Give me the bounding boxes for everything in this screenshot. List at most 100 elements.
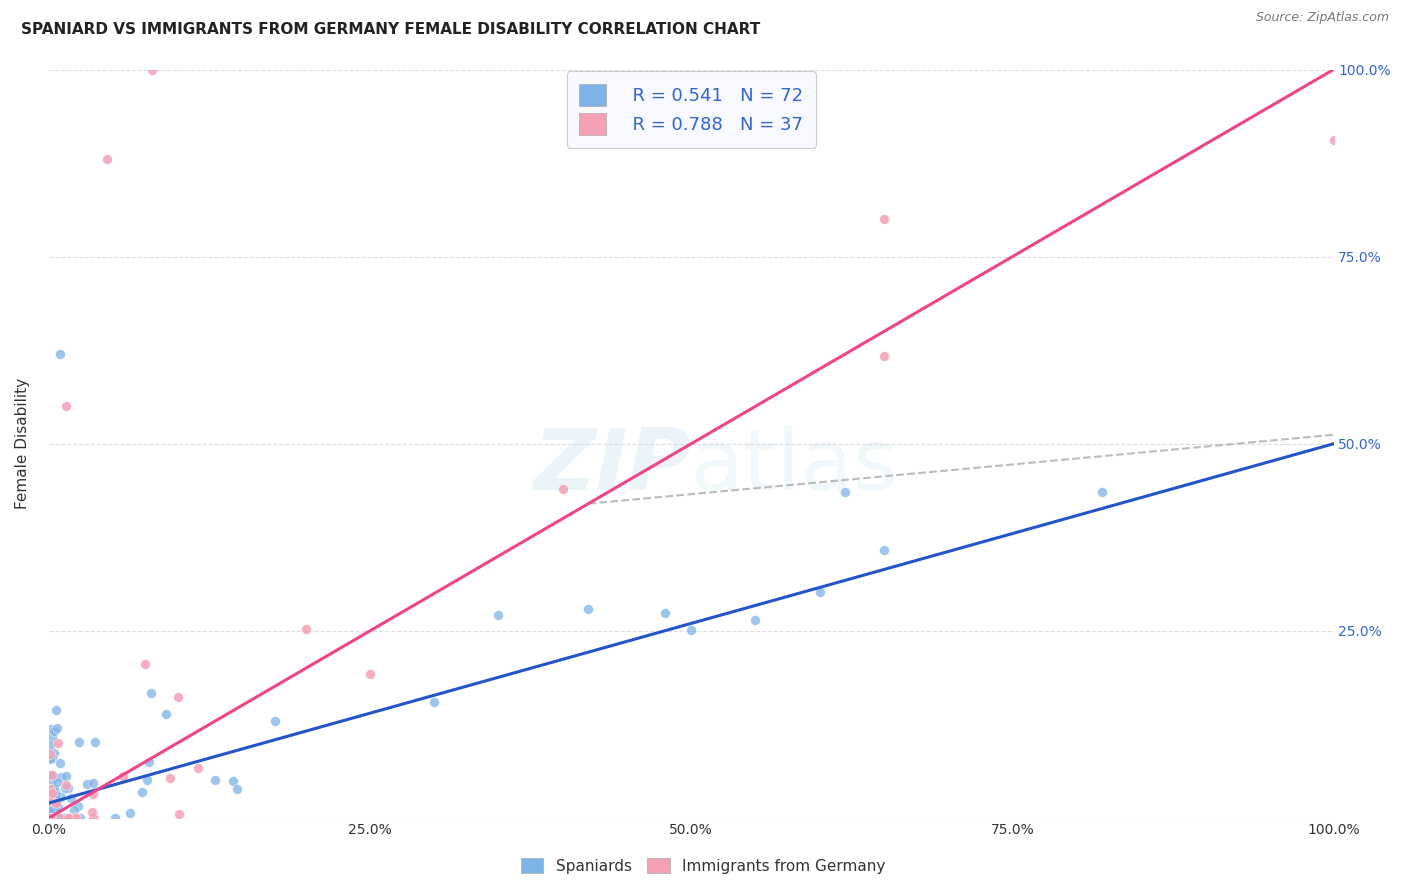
Point [69, 811, 91, 825]
Point [39, 747, 62, 761]
Point [41, 731, 63, 745]
Point [808, 585, 831, 599]
Point [166, 690, 188, 704]
Legend:   R = 0.541   N = 72,   R = 0.788   N = 37: R = 0.541 N = 72, R = 0.788 N = 37 [567, 71, 815, 148]
Point [45, 796, 67, 810]
Point [39, 785, 62, 799]
Point [49, 347, 72, 361]
Text: Source: ZipAtlas.com: Source: ZipAtlas.com [1256, 11, 1389, 24]
Point [141, 62, 163, 77]
Point [39, 811, 62, 825]
Point [55, 400, 77, 414]
Point [45, 786, 67, 800]
Point [39, 722, 62, 736]
Point [46, 800, 69, 814]
Point [46, 775, 69, 789]
Point [681, 623, 703, 637]
Point [58, 811, 80, 825]
Point [104, 811, 127, 825]
Point [83, 734, 105, 748]
Text: atlas: atlas [692, 425, 898, 508]
Point [41, 768, 63, 782]
Point [58, 781, 80, 796]
Point [41, 773, 63, 788]
Point [263, 714, 285, 729]
Point [52, 811, 75, 825]
Point [112, 769, 135, 783]
Point [45, 788, 67, 802]
Point [45, 792, 67, 806]
Point [359, 666, 381, 681]
Point [53, 811, 76, 825]
Point [135, 772, 157, 787]
Point [82, 787, 104, 801]
Point [134, 657, 156, 672]
Point [39, 811, 62, 825]
Point [486, 607, 509, 622]
Point [56, 811, 79, 825]
Point [41, 786, 63, 800]
Point [39, 811, 62, 825]
Point [44, 746, 66, 760]
Point [39, 808, 62, 822]
Point [67, 735, 90, 749]
Point [82, 805, 104, 819]
Point [654, 606, 676, 620]
Point [39, 811, 62, 825]
Point [41, 794, 63, 808]
Point [155, 706, 177, 721]
Point [42, 769, 65, 783]
Point [226, 782, 249, 797]
Point [118, 805, 141, 820]
Point [167, 807, 190, 822]
Point [39, 811, 62, 825]
Point [82, 811, 104, 825]
Point [41, 751, 63, 765]
Legend: Spaniards, Immigrants from Germany: Spaniards, Immigrants from Germany [515, 852, 891, 880]
Point [222, 773, 245, 788]
Point [873, 350, 896, 364]
Point [44, 811, 66, 825]
Point [65, 811, 87, 825]
Point [873, 212, 896, 227]
Point [204, 772, 226, 787]
Point [834, 485, 856, 500]
Point [131, 785, 153, 799]
Point [55, 778, 77, 792]
Point [49, 770, 72, 784]
Point [423, 695, 446, 709]
Point [39, 768, 62, 782]
Point [139, 686, 162, 700]
Point [45, 722, 67, 736]
Point [44, 802, 66, 816]
Point [159, 771, 181, 785]
Point [138, 755, 160, 769]
Point [55, 769, 77, 783]
Text: ZIP: ZIP [533, 425, 692, 508]
Point [39, 811, 62, 825]
Point [76, 777, 98, 791]
Point [294, 622, 316, 636]
Point [45, 703, 67, 717]
Point [46, 736, 69, 750]
Point [63, 804, 86, 818]
Text: SPANIARD VS IMMIGRANTS FROM GERMANY FEMALE DISABILITY CORRELATION CHART: SPANIARD VS IMMIGRANTS FROM GERMANY FEMA… [21, 22, 761, 37]
Point [66, 799, 89, 814]
Point [576, 602, 599, 616]
Point [48, 811, 70, 825]
Point [873, 543, 896, 558]
Point [82, 776, 104, 790]
Y-axis label: Female Disability: Female Disability [15, 378, 30, 509]
Point [39, 811, 62, 825]
Point [48, 811, 70, 825]
Point [53, 780, 76, 795]
Point [1091, 484, 1114, 499]
Point [48, 811, 70, 825]
Point [49, 811, 72, 825]
Point [39, 811, 62, 825]
Point [39, 738, 62, 752]
Point [42, 723, 65, 738]
Point [59, 791, 82, 805]
Point [96, 153, 118, 167]
Point [551, 482, 574, 496]
